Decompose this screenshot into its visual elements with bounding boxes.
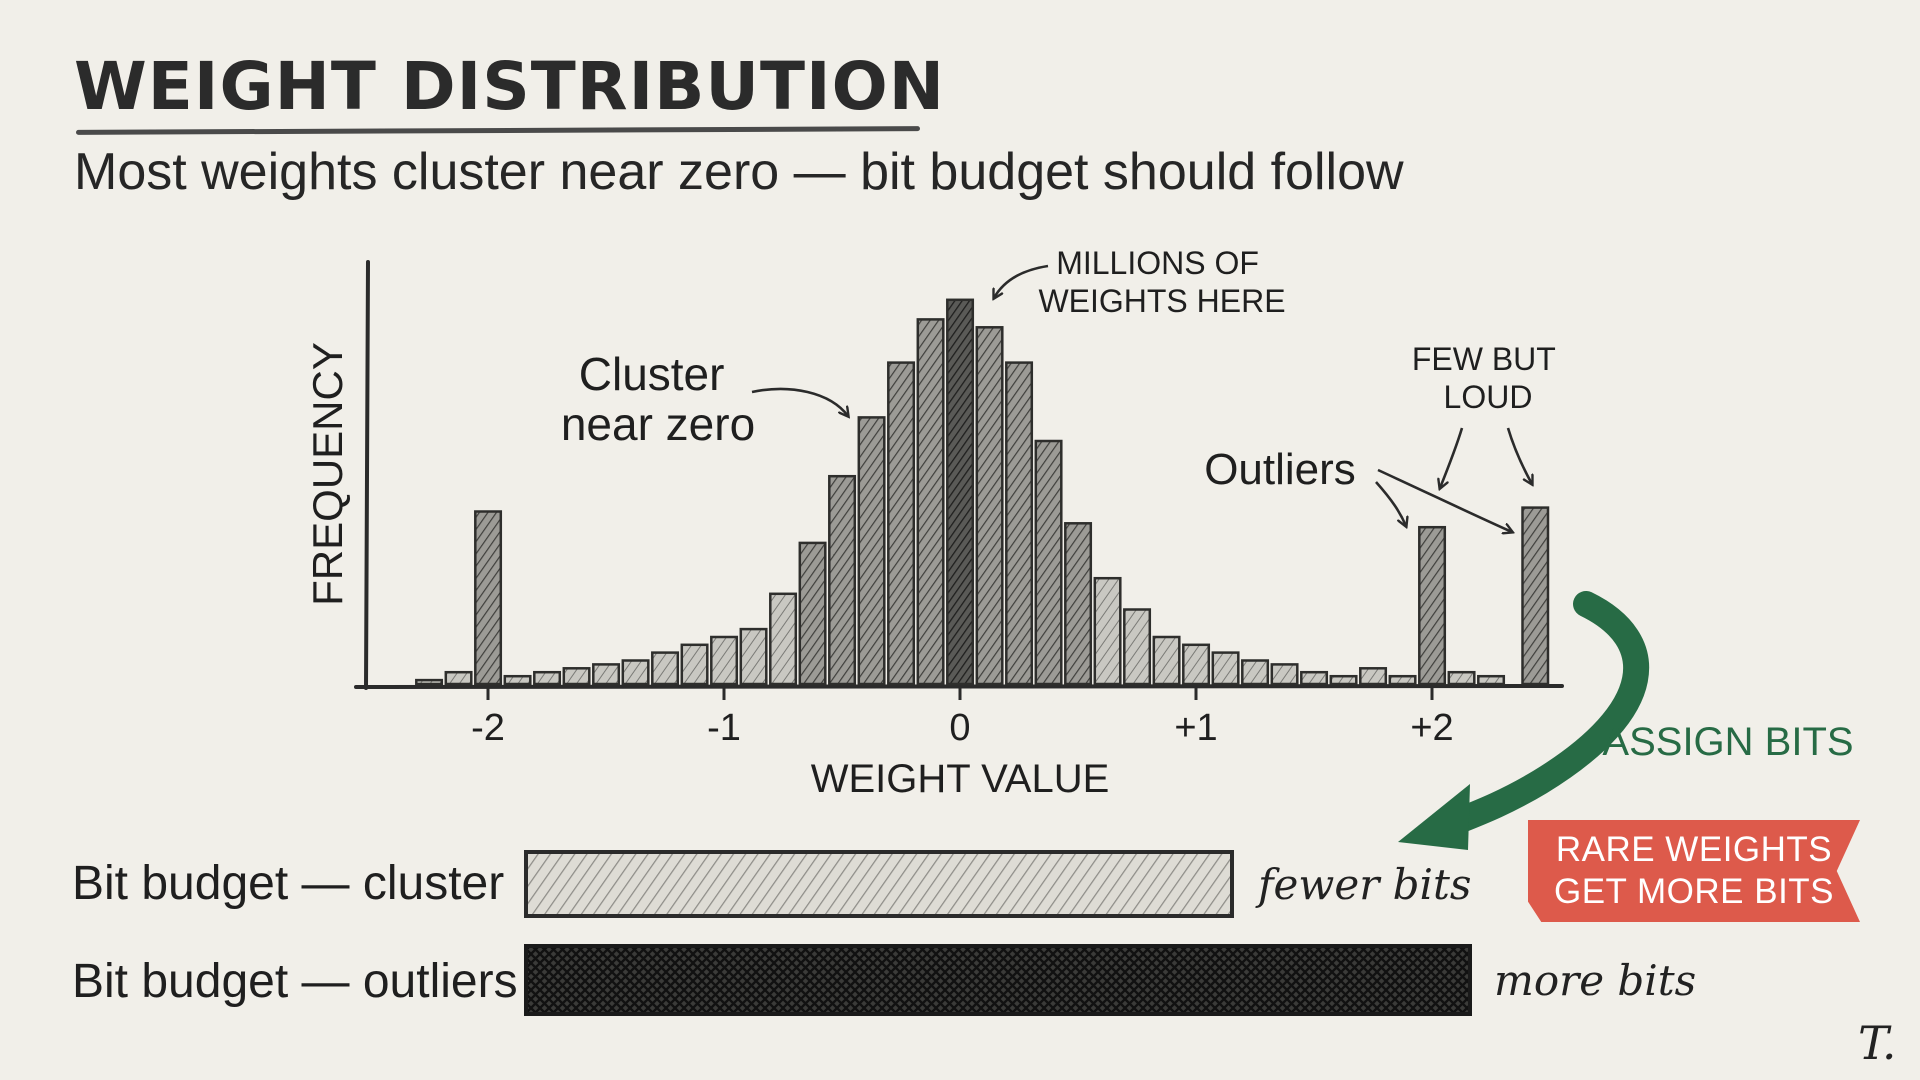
few-but-loud-arrow-right xyxy=(1506,427,1532,484)
histogram-bar xyxy=(857,416,886,686)
y-axis-label: FREQUENCY xyxy=(304,342,351,606)
histogram-bar xyxy=(916,318,945,686)
histogram-bar xyxy=(828,474,857,686)
histogram-bar xyxy=(1270,663,1299,686)
histogram-bar xyxy=(1241,659,1270,686)
outliers-annotation: Outliers xyxy=(1204,445,1356,494)
x-axis-label: WEIGHT VALUE xyxy=(811,757,1110,801)
histogram-bar xyxy=(1359,667,1388,686)
cluster-arrow xyxy=(751,387,848,416)
few-but-loud-annotation: FEW BUT LOUD xyxy=(1412,341,1564,415)
callout-line1: RARE WEIGHTS xyxy=(1555,830,1833,869)
histogram-bar xyxy=(1064,522,1093,686)
histogram-bar xyxy=(710,635,739,686)
histogram-bar xyxy=(1418,525,1447,686)
cluster-budget-bar xyxy=(524,850,1234,918)
assign-bits-arrow xyxy=(1433,591,1650,839)
few-but-loud-arrow-left xyxy=(1440,427,1464,488)
page-subtitle: Most weights cluster near zero — bit bud… xyxy=(74,143,1404,201)
histogram-bar xyxy=(1123,608,1152,686)
cluster-annotation: Cluster near zero xyxy=(561,348,755,450)
cluster-budget-label: Bit budget — cluster xyxy=(72,857,505,910)
more-bits-note: more bits xyxy=(1494,956,1697,1005)
millions-annotation: MILLIONS OF WEIGHTS HERE xyxy=(1038,245,1285,319)
histogram-bar xyxy=(1521,506,1550,686)
x-tick-label: -2 xyxy=(471,707,505,749)
cluster-annotation-line1: Cluster xyxy=(579,348,725,400)
histogram-bar xyxy=(621,659,650,686)
histogram-bar xyxy=(651,651,680,686)
histogram-bar xyxy=(739,627,768,686)
x-tick-label: +2 xyxy=(1410,707,1453,749)
histogram-bar xyxy=(1034,439,1063,686)
histogram-bar xyxy=(1182,643,1211,686)
x-tick-label: -1 xyxy=(707,707,741,749)
millions-annotation-line2: WEIGHTS HERE xyxy=(1038,283,1285,319)
millions-annotation-line1: MILLIONS OF xyxy=(1056,245,1259,281)
outlier-budget-bar xyxy=(524,944,1472,1016)
histogram-bar xyxy=(1447,670,1476,686)
histogram-bar xyxy=(415,678,444,686)
cluster-annotation-line2: near zero xyxy=(561,398,755,450)
assign-bits-label: ASSIGN BITS xyxy=(1602,720,1853,764)
histogram-bar xyxy=(562,667,591,686)
histogram-bar xyxy=(1152,635,1181,686)
callout-line2: GET MORE BITS xyxy=(1553,872,1835,911)
outliers-arrow-left xyxy=(1375,481,1406,526)
histogram-bar xyxy=(444,670,473,686)
histogram-bar xyxy=(592,663,621,686)
page-title: WEIGHT DISTRIBUTION xyxy=(74,48,945,125)
y-axis-line xyxy=(364,260,370,690)
outlier-budget-label: Bit budget — outliers xyxy=(72,955,518,1008)
histogram-bar xyxy=(680,643,709,686)
millions-arrow xyxy=(994,264,1049,298)
outliers-arrow-right xyxy=(1377,468,1512,532)
histogram-bar xyxy=(946,298,975,686)
histogram-bar xyxy=(769,592,798,686)
histogram-bar xyxy=(1329,674,1358,686)
histogram-bar xyxy=(798,541,827,686)
assign-bits-arrowhead xyxy=(1398,784,1470,850)
histogram-bar xyxy=(1300,670,1329,686)
x-tick-label: 0 xyxy=(949,707,970,749)
fewer-bits-note: fewer bits xyxy=(1258,860,1472,909)
few-but-loud-line1: FEW BUT xyxy=(1412,341,1555,377)
rare-weights-callout: RARE WEIGHTS GET MORE BITS xyxy=(1528,820,1860,922)
histogram-bar xyxy=(1388,674,1417,686)
few-but-loud-line2: LOUD xyxy=(1444,379,1533,415)
histogram-bar xyxy=(503,674,532,686)
histogram-bar xyxy=(1211,651,1240,686)
histogram-bar xyxy=(975,326,1004,686)
histogram-bar xyxy=(474,510,503,686)
histogram-bar xyxy=(533,670,562,686)
histogram-bar xyxy=(1477,674,1506,686)
author-signature: T. xyxy=(1858,1016,1897,1070)
histogram-bar xyxy=(1005,361,1034,686)
x-tick-label: +1 xyxy=(1174,707,1217,749)
histogram-bar xyxy=(887,361,916,686)
histogram-bar xyxy=(1093,576,1122,686)
